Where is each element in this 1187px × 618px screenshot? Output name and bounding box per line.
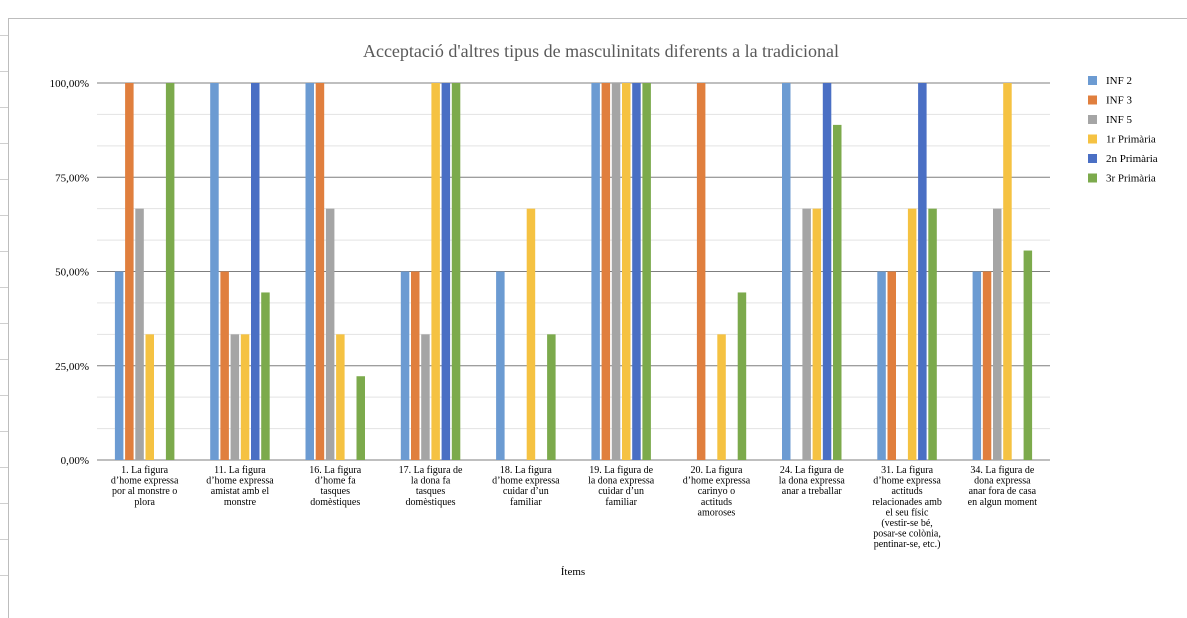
legend: INF 2 INF 3 INF 5 1r Primària 2n Primària 3r …: [1088, 75, 1158, 185]
legend-label: INF 5: [1106, 114, 1132, 126]
x-tick-label: 31. La figura d’home expressa actituds rela…: [872, 465, 942, 550]
bar: [165, 83, 175, 460]
bar: [400, 271, 410, 460]
bar: [1003, 83, 1012, 460]
chart-frame: [8, 18, 1187, 618]
bar: [220, 271, 229, 460]
legend-swatch: [1088, 115, 1097, 124]
bar: [125, 83, 134, 460]
bar: [356, 376, 365, 460]
y-axis-labels: 0,00% 25,00% 50,00% 75,00% 100,00%: [50, 78, 89, 467]
bar: [421, 334, 430, 460]
bar: [601, 83, 611, 460]
bar: [441, 83, 451, 460]
bar: [325, 208, 335, 460]
bar: [822, 83, 832, 460]
bar: [982, 271, 992, 460]
x-tick-label: 1. La figura d’home expressa por al monstr…: [111, 465, 179, 508]
legend-swatch: [1088, 76, 1097, 85]
bar: [251, 83, 260, 460]
x-tick-label: 16. La figura d’home fa tasques domèstiques: [309, 465, 361, 508]
bar: [642, 83, 651, 460]
bar: [993, 208, 1002, 460]
bar: [833, 124, 842, 460]
bar: [782, 83, 791, 460]
x-tick-label: 11. La figura d’home expressa amistat amb …: [206, 465, 274, 508]
bar: [1023, 250, 1033, 460]
bar: [135, 208, 144, 460]
legend-label: 3r Primària: [1106, 173, 1156, 185]
x-tick-label: 17. La figura de la dona fa tasques domèsti…: [399, 465, 463, 508]
bar: [877, 271, 886, 460]
bar: [261, 292, 270, 460]
bar: [972, 271, 982, 460]
bar: [632, 83, 641, 460]
bars: [114, 83, 1033, 460]
legend-swatch: [1088, 154, 1097, 163]
legend-label: INF 3: [1106, 95, 1132, 107]
bar: [928, 208, 937, 460]
y-tick-label: 50,00%: [55, 267, 89, 279]
x-axis-title: Ítems: [561, 566, 585, 578]
x-tick-label: 19. La figura de la dona expressa cuidar d…: [588, 465, 655, 508]
x-tick-label: 24. La figura de la dona expressa anar a t…: [779, 465, 846, 497]
bar: [411, 271, 420, 460]
y-tick-label: 0,00%: [61, 455, 89, 467]
y-tick-label: 25,00%: [55, 361, 89, 373]
legend-label: INF 2: [1106, 75, 1132, 87]
legend-label: 2n Primària: [1106, 153, 1158, 165]
bar: [526, 208, 536, 460]
bar: [918, 83, 927, 460]
x-axis-labels: 1. La figura d’home expressa por al monstr…: [111, 465, 1037, 550]
bar: [305, 83, 314, 460]
bar: [802, 208, 811, 460]
bar: [114, 271, 124, 460]
bar: [547, 334, 556, 460]
legend-swatch: [1088, 95, 1097, 105]
bar: [907, 208, 917, 460]
legend-swatch: [1088, 173, 1097, 183]
bar: [622, 83, 631, 460]
x-tick-label: 18. La figura d’home expressa cuidar d’un f…: [492, 465, 560, 508]
bar: [431, 83, 440, 460]
chart-title: Acceptació d'altres tipus de masculinita…: [363, 41, 839, 61]
bar: [696, 83, 706, 460]
bar: [887, 271, 896, 460]
bar: [336, 334, 345, 460]
bar: [496, 271, 505, 460]
legend-swatch: [1088, 134, 1097, 144]
bar: [611, 83, 621, 460]
bar: [315, 83, 325, 460]
bar: [210, 83, 219, 460]
bar: [451, 83, 461, 460]
bar: [737, 292, 747, 460]
gridlines: [97, 82, 1050, 461]
sheet-row-markers: [0, 0, 8, 598]
bar-chart: Acceptació d'altres tipus de masculinita…: [50, 41, 1158, 578]
x-tick-label: 34. La figura de dona expressa anar fora d…: [968, 465, 1038, 508]
bar: [145, 334, 154, 460]
bar: [717, 334, 726, 460]
bar: [240, 334, 250, 460]
legend-label: 1r Primària: [1106, 134, 1156, 146]
bar: [230, 334, 240, 460]
bar: [591, 83, 600, 460]
y-tick-label: 75,00%: [55, 172, 89, 184]
bar: [812, 208, 822, 460]
x-tick-label: 20. La figura d’home expressa carinyo o act…: [683, 465, 751, 518]
y-tick-label: 100,00%: [50, 78, 89, 90]
